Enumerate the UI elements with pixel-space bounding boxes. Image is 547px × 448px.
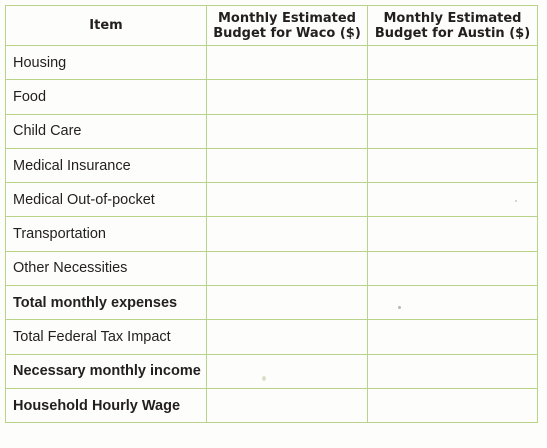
print-speck [515, 200, 517, 202]
austin-budget-cell[interactable] [367, 387, 538, 424]
header-row: Item Monthly Estimated Budget for Waco (… [5, 5, 538, 46]
table-row: Housing [5, 44, 538, 81]
item-label-cell: Total Federal Tax Impact [5, 319, 207, 355]
header-item: Item [5, 5, 207, 46]
table-header: Item Monthly Estimated Budget for Waco (… [5, 5, 538, 46]
table-row: Transportation [5, 216, 538, 252]
table-row: Medical Out-of-pocket [5, 182, 538, 218]
waco-budget-cell[interactable] [206, 216, 368, 252]
table-row: Total monthly expenses [5, 285, 538, 321]
table-row: Necessary monthly income [5, 353, 538, 389]
waco-budget-cell[interactable] [206, 285, 368, 321]
item-label-cell: Medical Out-of-pocket [5, 182, 207, 218]
waco-budget-cell[interactable] [206, 113, 368, 149]
waco-budget-cell[interactable] [206, 319, 368, 355]
waco-budget-cell[interactable] [206, 79, 368, 115]
waco-budget-cell[interactable] [206, 182, 368, 218]
table-row: Child Care [5, 113, 538, 149]
austin-budget-cell[interactable] [367, 113, 538, 149]
item-label-cell: Medical Insurance [5, 147, 207, 184]
austin-budget-cell[interactable] [367, 319, 538, 355]
austin-budget-cell[interactable] [367, 216, 538, 252]
table-row: Medical Insurance [5, 147, 538, 184]
waco-budget-cell[interactable] [206, 250, 368, 287]
header-austin-line2: Budget for Austin ($) [374, 25, 531, 41]
austin-budget-cell[interactable] [367, 285, 538, 321]
budget-table: Item Monthly Estimated Budget for Waco (… [5, 5, 538, 424]
item-label-cell: Household Hourly Wage [5, 387, 207, 424]
header-waco-budget: Monthly Estimated Budget for Waco ($) [206, 5, 368, 46]
austin-budget-cell[interactable] [367, 250, 538, 287]
header-austin-line1: Monthly Estimated [383, 10, 522, 26]
print-speck [351, 35, 353, 37]
item-label-cell: Necessary monthly income [5, 353, 207, 389]
header-waco-line2: Budget for Waco ($) [213, 25, 361, 41]
table-row: Other Necessities [5, 250, 538, 287]
waco-budget-cell[interactable] [206, 147, 368, 184]
waco-budget-cell[interactable] [206, 387, 368, 424]
austin-budget-cell[interactable] [367, 44, 538, 81]
table-row: Total Federal Tax Impact [5, 319, 538, 355]
item-label-cell: Transportation [5, 216, 207, 252]
item-label-cell: Food [5, 79, 207, 115]
item-label-cell: Housing [5, 44, 207, 81]
austin-budget-cell[interactable] [367, 147, 538, 184]
table-body: Housing Food Child Care Medical Insurance Me… [5, 44, 538, 424]
waco-budget-cell[interactable] [206, 44, 368, 81]
austin-budget-cell[interactable] [367, 182, 538, 218]
print-speck [398, 306, 401, 309]
waco-budget-cell[interactable] [206, 353, 368, 389]
header-waco-line1: Monthly Estimated [218, 10, 356, 26]
item-label-cell: Other Necessities [5, 250, 207, 287]
table-row: Household Hourly Wage [5, 387, 538, 424]
austin-budget-cell[interactable] [367, 79, 538, 115]
header-austin-budget: Monthly Estimated Budget for Austin ($) [367, 5, 538, 46]
table-row: Food [5, 79, 538, 115]
item-label-cell: Total monthly expenses [5, 285, 207, 321]
header-item-label: Item [89, 18, 123, 33]
item-label-cell: Child Care [5, 113, 207, 149]
print-speck [262, 376, 266, 381]
austin-budget-cell[interactable] [367, 353, 538, 389]
